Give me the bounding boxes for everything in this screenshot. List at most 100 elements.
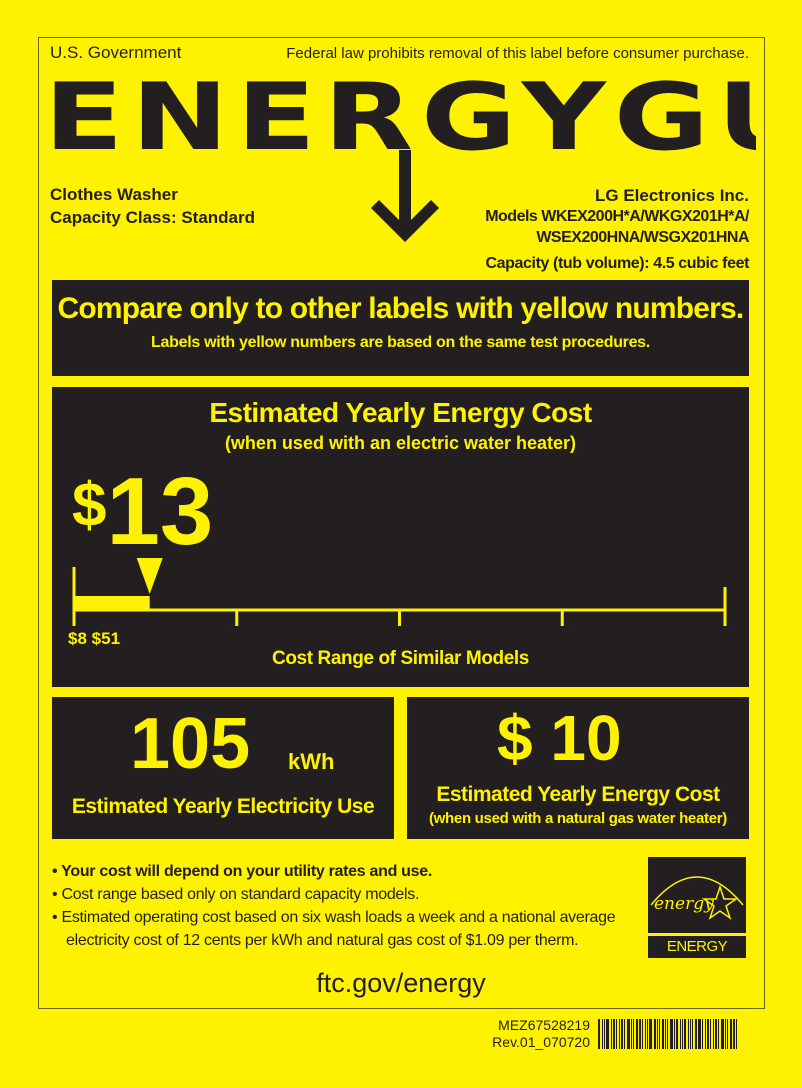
barcode-bar: [636, 1019, 638, 1049]
models-line2: WSEX200HNA/WSGX201HNA: [536, 229, 749, 246]
label-border: [38, 37, 765, 1009]
barcode-bar: [631, 1019, 632, 1049]
compare-subtitle: Labels with yellow numbers are based on …: [151, 334, 650, 351]
header-left: U.S. Government: [50, 43, 182, 62]
revision: Rev.01_070720: [492, 1034, 590, 1050]
currency-sign: $: [72, 471, 107, 540]
capacity-label: Capacity (tub volume):: [485, 255, 650, 272]
barcode-bar: [633, 1019, 634, 1049]
gas-value: $ 10: [497, 702, 622, 774]
barcode: [598, 1019, 763, 1049]
barcode-bar: [659, 1019, 660, 1049]
barcode-bar: [725, 1019, 726, 1049]
barcode-bar: [676, 1019, 678, 1049]
capacity-class: Capacity Class: Standard: [50, 208, 256, 227]
barcode-bar: [736, 1019, 737, 1049]
range-label: Cost Range of Similar Models: [272, 648, 529, 669]
barcode-bar: [684, 1019, 686, 1049]
note-text: Cost range based only on standard capaci…: [61, 886, 420, 903]
electricity-box: 105 kWh Estimated Yearly Electricity Use: [52, 697, 394, 839]
barcode-bar: [718, 1019, 719, 1049]
note-text: electricity cost of 12 cents per kWh and…: [66, 932, 579, 949]
note-item: • Your cost will depend on your utility …: [52, 863, 433, 880]
energy-star-logo: energy ENERGY STAR: [648, 857, 746, 977]
capacity-value: 4.5 cubic feet: [653, 255, 749, 272]
barcode-bar: [602, 1019, 603, 1049]
barcode-bar: [680, 1019, 681, 1049]
energy-script: energy: [654, 894, 714, 914]
barcode-bar: [611, 1019, 612, 1049]
barcode-bar: [702, 1019, 703, 1049]
cost-range-scale: [72, 558, 727, 626]
barcode-bar: [598, 1019, 600, 1049]
gas-label: Estimated Yearly Energy Cost: [436, 783, 720, 806]
barcode-bar: [621, 1019, 623, 1049]
cost-marker-triangle: [136, 558, 163, 594]
gas-sublabel: (when used with a natural gas water heat…: [428, 810, 727, 827]
cost-subtitle: (when used with an electric water heater…: [224, 433, 577, 453]
note-item: • Estimated operating cost based on six …: [52, 909, 616, 926]
cost-value: $13: [72, 462, 213, 590]
barcode-bar: [674, 1019, 675, 1049]
energy-star-label: ENERGY STAR: [648, 936, 746, 977]
cost-number: 13: [106, 458, 214, 565]
cost-fill-bar: [74, 596, 150, 610]
models-line1: Models WKEX200H*A/WKGX201H*A/: [485, 208, 749, 225]
barcode-bar: [667, 1019, 668, 1049]
barcode-bar: [727, 1019, 728, 1049]
barcode-bar: [654, 1019, 656, 1049]
star-icon: [701, 884, 739, 920]
barcode-bar: [692, 1019, 693, 1049]
barcode-bar: [606, 1019, 609, 1049]
barcode-bar: [665, 1019, 666, 1049]
barcode-bar: [695, 1019, 697, 1049]
barcode-bar: [688, 1019, 689, 1049]
barcode-bar: [698, 1019, 701, 1049]
compare-title: Compare only to other labels with yellow…: [57, 292, 745, 325]
electricity-unit: kWh: [288, 749, 335, 774]
barcode-bar: [705, 1019, 706, 1049]
barcode-bar: [690, 1019, 691, 1049]
barcode-bar: [619, 1019, 620, 1049]
range-labels: $8 $51: [68, 629, 120, 649]
cost-box: Estimated Yearly Energy Cost (when used …: [52, 387, 749, 687]
barcode-bar: [662, 1019, 664, 1049]
notes: • Your cost will depend on your utility …: [52, 860, 616, 952]
barcode-bar: [642, 1019, 643, 1049]
barcode-bar: [682, 1019, 683, 1049]
barcode-bar: [639, 1019, 641, 1049]
barcode-bar: [624, 1019, 625, 1049]
electricity-value: 105: [130, 704, 251, 784]
barcode-bar: [613, 1019, 615, 1049]
electricity-label: Estimated Yearly Electricity Use: [71, 795, 375, 818]
note-item: • Cost range based only on standard capa…: [52, 886, 420, 903]
barcode-bar: [713, 1019, 714, 1049]
barcode-bar: [710, 1019, 711, 1049]
barcode-bar: [649, 1019, 652, 1049]
barcode-bar: [715, 1019, 717, 1049]
barcode-bar: [721, 1019, 724, 1049]
barcode-bar: [730, 1019, 732, 1049]
compare-box: Compare only to other labels with yellow…: [52, 280, 749, 376]
barcode-bar: [647, 1019, 648, 1049]
capacity: Capacity (tub volume): 4.5 cubic feet: [486, 255, 750, 273]
barcode-bar: [733, 1019, 735, 1049]
ftc-url: ftc.gov/energy: [316, 968, 486, 998]
barcode-bar: [707, 1019, 709, 1049]
barcode-bar: [616, 1019, 617, 1049]
note-item: electricity cost of 12 cents per kWh and…: [52, 929, 615, 952]
manufacturer: LG Electronics Inc.: [595, 186, 749, 205]
header-right: Federal law prohibits removal of this la…: [286, 45, 749, 62]
product-type: Clothes Washer: [50, 185, 178, 204]
barcode-bar: [627, 1019, 630, 1049]
barcode-bar: [645, 1019, 646, 1049]
barcode-bar: [657, 1019, 658, 1049]
note-text: Your cost will depend on your utility ra…: [61, 863, 433, 880]
note-text: Estimated operating cost based on six wa…: [61, 909, 616, 926]
barcode-bar: [670, 1019, 673, 1049]
gas-box: $ 10 Estimated Yearly Energy Cost (when …: [407, 697, 749, 839]
part-number: MEZ67528219: [498, 1017, 590, 1033]
barcode-bar: [604, 1019, 605, 1049]
range-max: $51: [91, 629, 121, 648]
arrow-down-icon: [371, 150, 439, 242]
